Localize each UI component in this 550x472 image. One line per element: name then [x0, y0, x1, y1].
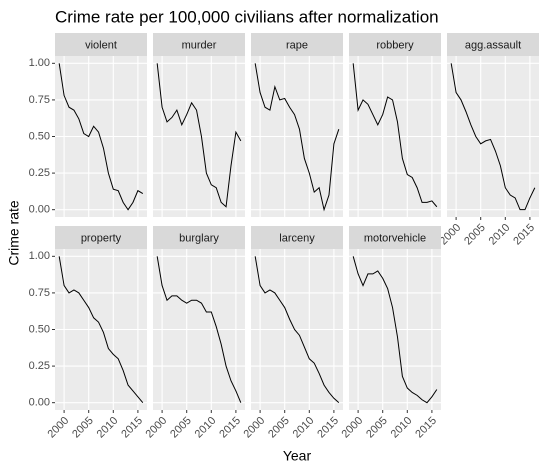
strip	[55, 33, 147, 56]
chart-title: Crime rate per 100,000 civilians after n…	[55, 7, 439, 26]
line	[58, 256, 144, 404]
strip	[447, 33, 539, 56]
strip-label: robbery	[376, 39, 414, 51]
line	[450, 63, 536, 211]
x-tick-label: 2000	[45, 415, 71, 441]
x-tick-label: 2005	[462, 222, 488, 248]
line	[352, 63, 438, 208]
x-tick-label: 2000	[241, 415, 267, 441]
strip-label: burglary	[179, 232, 219, 244]
y-tick-label: 1.00	[29, 57, 50, 69]
y-tick-label: 0.50	[29, 323, 50, 335]
line	[58, 63, 144, 211]
strip-label: rape	[286, 39, 308, 51]
x-tick-label: 2015	[119, 415, 145, 441]
strip-label: property	[81, 232, 122, 244]
x-tick-label: 2010	[95, 415, 121, 441]
strip-label: murder	[182, 39, 217, 51]
strip-label: agg.assault	[465, 39, 521, 51]
strip-label: violent	[85, 39, 117, 51]
x-tick-label: 2005	[364, 415, 390, 441]
strip-label: larceny	[279, 232, 315, 244]
y-tick-label: 0.25	[29, 167, 50, 179]
x-tick-label: 2000	[437, 222, 463, 248]
strip	[251, 226, 343, 249]
x-tick-label: 2015	[511, 222, 537, 248]
strip	[153, 33, 245, 56]
x-tick-label: 2010	[193, 415, 219, 441]
y-tick-label: 1.00	[29, 250, 50, 262]
x-tick-label: 2005	[266, 415, 292, 441]
x-tick-label: 2010	[389, 415, 415, 441]
strip	[349, 226, 441, 249]
x-tick-label: 2015	[413, 415, 439, 441]
y-tick-label: 0.75	[29, 94, 50, 106]
x-axis-label: Year	[283, 448, 312, 464]
x-tick-label: 2010	[487, 222, 513, 248]
strip-label: motorvehicle	[364, 232, 426, 244]
strip	[349, 33, 441, 56]
y-tick-label: 0.50	[29, 130, 50, 142]
x-tick-label: 2010	[291, 415, 317, 441]
x-tick-label: 2000	[339, 415, 365, 441]
x-tick-label: 2000	[143, 415, 169, 441]
y-tick-label: 0.00	[29, 204, 50, 216]
x-tick-label: 2015	[217, 415, 243, 441]
y-tick-label: 0.00	[29, 397, 50, 409]
y-tick-label: 0.25	[29, 360, 50, 372]
x-tick-label: 2015	[315, 415, 341, 441]
strip	[153, 226, 245, 249]
x-tick-label: 2005	[168, 415, 194, 441]
line	[352, 256, 438, 404]
y-axis-label: Crime rate	[6, 200, 22, 266]
y-tick-label: 0.75	[29, 287, 50, 299]
x-tick-label: 2005	[70, 415, 96, 441]
line	[254, 256, 340, 404]
strip	[251, 33, 343, 56]
line	[156, 63, 242, 208]
line	[156, 256, 242, 403]
line	[254, 63, 340, 212]
strip	[55, 226, 147, 249]
